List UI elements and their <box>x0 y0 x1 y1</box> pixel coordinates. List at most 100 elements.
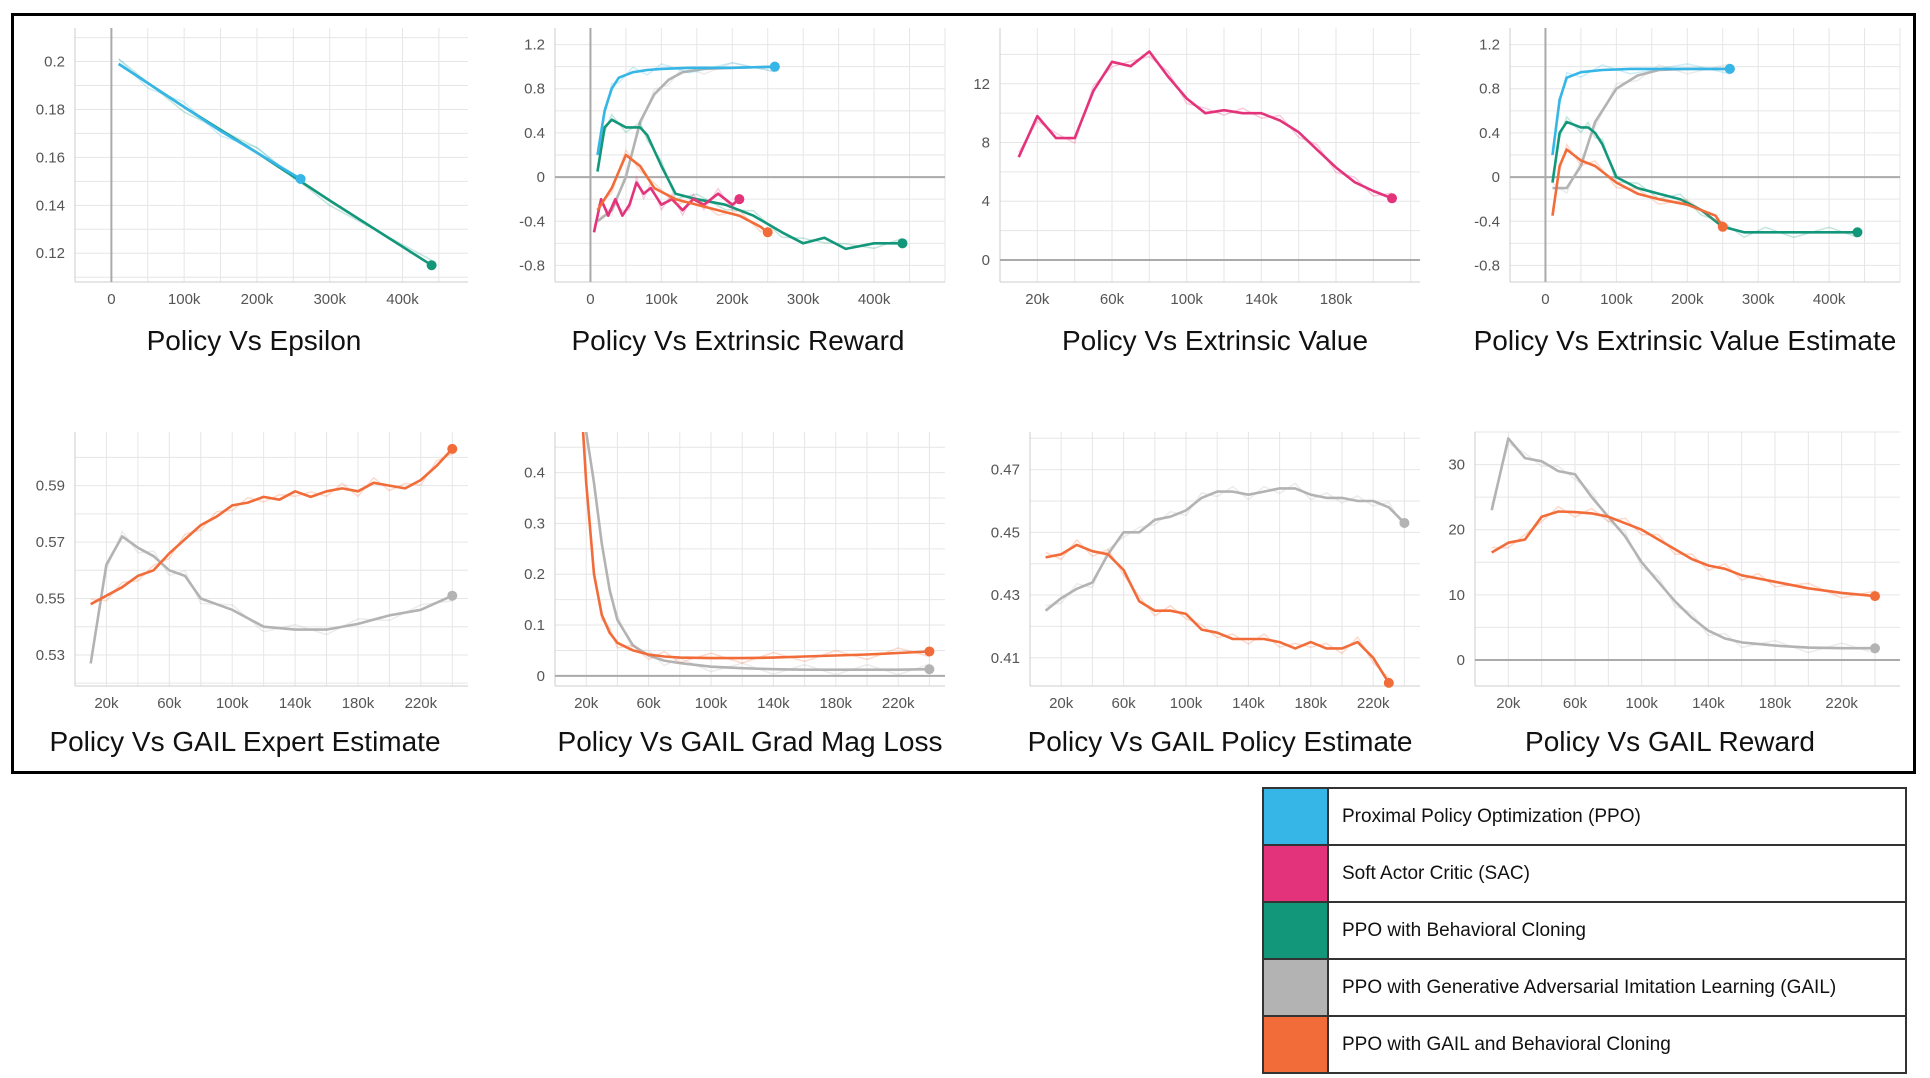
series-end-point-gail_bc <box>1383 677 1394 688</box>
x-tick-label: 400k <box>1813 291 1846 308</box>
chart-title: Policy Vs Extrinsic Value Estimate <box>1474 325 1897 356</box>
y-tick-label: 0.55 <box>36 591 65 608</box>
x-tick-label: 400k <box>386 291 419 308</box>
legend-swatch-sac <box>1264 846 1329 901</box>
x-tick-label: 180k <box>1320 291 1353 308</box>
y-tick-label: 4 <box>982 193 990 210</box>
series-raw-gail <box>1490 442 1876 654</box>
series-raw-gail_bc <box>1045 538 1390 679</box>
y-tick-label: 0.8 <box>1479 81 1500 98</box>
chart-title: Policy Vs GAIL Grad Mag Loss <box>558 726 943 757</box>
x-tick-label: 140k <box>1232 695 1265 712</box>
x-tick-label: 100k <box>168 291 201 308</box>
series-end-point-gail <box>1399 517 1410 528</box>
y-tick-label: 0.8 <box>524 81 545 98</box>
y-tick-label: 0.2 <box>524 566 545 583</box>
chart-title: Policy Vs GAIL Reward <box>1525 726 1815 757</box>
y-tick-label: 0.59 <box>36 478 65 495</box>
y-tick-label: -0.4 <box>1474 213 1500 230</box>
x-tick-label: 220k <box>1357 695 1390 712</box>
series-line-gail <box>584 432 930 672</box>
series-raw-gail <box>597 62 775 218</box>
y-tick-label: -0.8 <box>519 257 545 274</box>
y-tick-label: 0.3 <box>524 515 545 532</box>
series-line-gail_bc <box>1491 510 1876 598</box>
series-raw-gail <box>586 432 930 676</box>
series-line-gail <box>1490 437 1875 650</box>
x-tick-label: 20k <box>94 695 119 712</box>
series-end-point-gail_bc <box>924 646 935 657</box>
y-tick-label: 0.2 <box>44 54 65 71</box>
y-tick-label: -0.8 <box>1474 257 1500 274</box>
x-tick-label: 180k <box>820 695 853 712</box>
series-line-sac <box>1017 50 1393 200</box>
y-tick-label: 1.2 <box>1479 37 1500 54</box>
legend-label-sac: Soft Actor Critic (SAC) <box>1342 862 1530 884</box>
y-tick-label: 1.2 <box>524 37 545 54</box>
series-line-ppo <box>596 65 775 156</box>
y-tick-label: 8 <box>982 135 990 152</box>
chart-policy-vs-gail-policy-estimate: 20k 60k 100k 140k 180k 220k 0.41 0.43 0.45 0.47 Po… <box>991 432 1420 757</box>
y-tick-label: 0.47 <box>991 462 1020 479</box>
x-tick-label: 200k <box>241 291 274 308</box>
legend-label-bc: PPO with Behavioral Cloning <box>1342 919 1586 941</box>
series-line-gail <box>596 65 775 223</box>
series-group <box>117 58 433 267</box>
x-tick-label: 180k <box>1295 695 1328 712</box>
series-line-bc <box>596 118 903 251</box>
series-line-gail <box>89 535 453 664</box>
series-line-sac <box>592 181 741 233</box>
x-tick-label: 0 <box>107 291 115 308</box>
series-end-point-ppo <box>769 61 780 72</box>
series-line-gail_bc <box>90 448 454 606</box>
series-end-point-sac <box>734 194 745 205</box>
chart-policy-vs-extrinsic-value-estimate: 0 100k 200k 300k 400k -0.8 -0.4 0 0.4 0.8 1.2 Polic… <box>1474 28 1901 356</box>
series-group <box>1017 50 1393 200</box>
series-line-gail_bc <box>581 432 930 660</box>
series-end-point-gail <box>1870 643 1880 654</box>
series-group <box>581 432 930 676</box>
y-tick-label: 0.41 <box>991 650 1020 667</box>
series-raw-gail_bc <box>1491 505 1876 599</box>
series-end-point-gail <box>924 664 935 675</box>
legend-item-bc: PPO with Behavioral Cloning <box>1264 903 1905 960</box>
series-raw-bc <box>118 58 432 261</box>
y-tick-label: 0.57 <box>36 534 65 551</box>
x-tick-label: 220k <box>1825 695 1858 712</box>
chart-title: Policy Vs Extrinsic Value <box>1062 325 1368 356</box>
chart-title: Policy Vs GAIL Expert Estimate <box>49 726 440 757</box>
x-tick-label: 300k <box>787 291 820 308</box>
series-end-point-ppo <box>295 173 306 184</box>
series-line-gail <box>1044 487 1406 612</box>
x-tick-label: 200k <box>716 291 749 308</box>
series-end-point-gail_bc <box>762 227 773 238</box>
y-tick-label: 10 <box>1448 587 1465 604</box>
x-tick-label: 20k <box>574 695 599 712</box>
series-raw-gail_bc <box>90 453 453 602</box>
y-tick-label: 20 <box>1448 522 1465 539</box>
y-tick-label: 0.53 <box>36 647 65 664</box>
y-tick-label: 0 <box>1457 652 1465 669</box>
series-raw-bc <box>596 113 903 250</box>
y-tick-label: -0.4 <box>519 213 545 230</box>
series-end-point-bc <box>1852 227 1863 238</box>
series-end-point-bc <box>426 260 437 271</box>
series-group <box>89 448 454 664</box>
chart-policy-vs-gail-reward: 20k 60k 100k 140k 180k 220k 0 10 20 30 Policy Vs G… <box>1448 431 1900 757</box>
x-tick-label: 100k <box>695 695 728 712</box>
y-tick-label: 0.14 <box>36 197 65 214</box>
x-tick-label: 60k <box>637 695 662 712</box>
series-end-point-ppo <box>1724 63 1735 74</box>
series-group <box>592 62 903 251</box>
y-tick-label: 0 <box>982 252 990 269</box>
chart-title: Policy Vs GAIL Policy Estimate <box>1028 726 1413 757</box>
legend-swatch-gail-bc <box>1264 1017 1329 1072</box>
series-end-point-gail_bc <box>1717 221 1728 232</box>
y-tick-label: 0.45 <box>991 524 1020 541</box>
x-tick-label: 140k <box>1245 291 1278 308</box>
series-group <box>1551 63 1858 239</box>
legend-item-gail: PPO with Generative Adversarial Imitatio… <box>1264 960 1905 1017</box>
x-tick-label: 180k <box>342 695 375 712</box>
series-raw-gail_bc <box>582 432 930 664</box>
legend-item-gail-bc: PPO with GAIL and Behavioral Cloning <box>1264 1017 1905 1072</box>
